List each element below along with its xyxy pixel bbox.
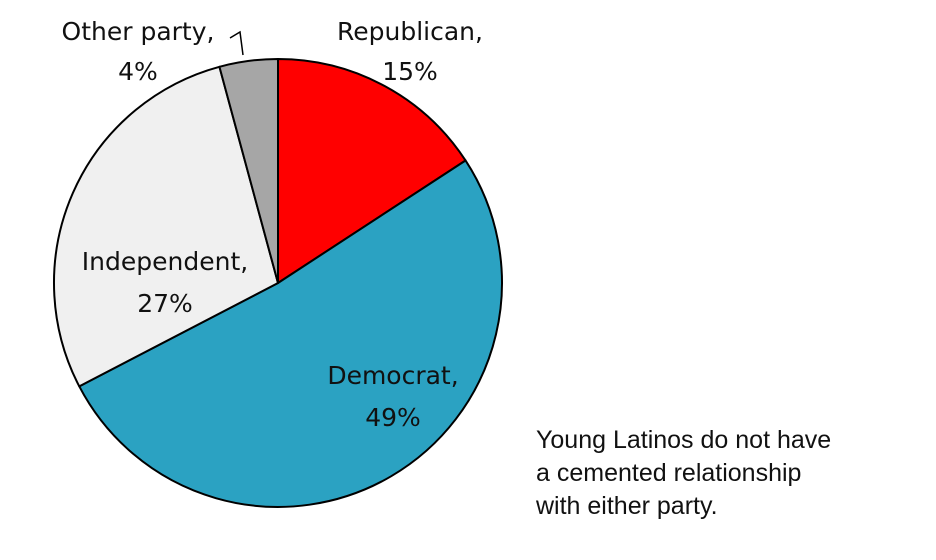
- slice-label-democrat: Democrat,: [327, 361, 458, 390]
- slice-value-independent: 27%: [137, 289, 193, 318]
- annotation-line-1: Young Latinos do not have: [536, 426, 832, 454]
- pie-slices: [53, 58, 503, 508]
- slice-label-independent: Independent,: [82, 247, 248, 276]
- other-party-leader-line: [229, 30, 244, 56]
- slice-independent: [53, 65, 279, 388]
- slice-republican: [277, 58, 467, 284]
- annotation-line-3: with either party.: [536, 492, 718, 520]
- slice-value-other-party: 4%: [118, 57, 158, 86]
- slice-democrat: [78, 159, 503, 508]
- slice-other-party: [218, 58, 279, 284]
- annotation-note: Young Latinos do not have a cemented rel…: [536, 424, 926, 523]
- slice-value-republican: 15%: [382, 57, 438, 86]
- annotation-line-2: a cemented relationship: [536, 459, 802, 487]
- slice-label-republican: Republican,: [337, 17, 483, 46]
- slice-value-democrat: 49%: [365, 403, 421, 432]
- pie-labels: Republican, 15% Democrat, 49% Independent, 27…: [62, 17, 483, 432]
- slice-label-other-party: Other party,: [62, 17, 215, 46]
